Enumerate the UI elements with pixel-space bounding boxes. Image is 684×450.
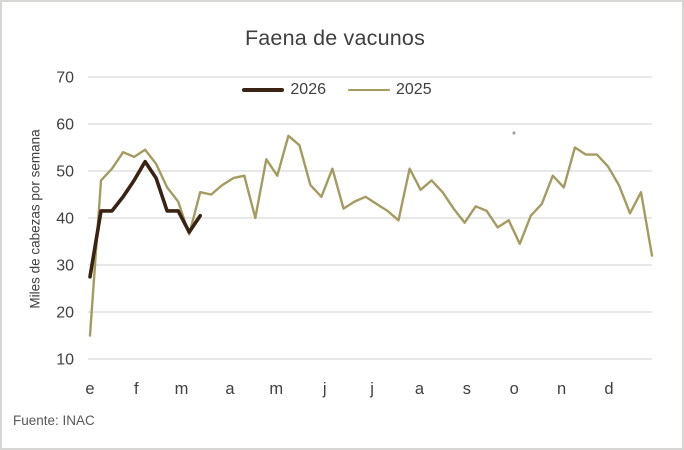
legend-line-swatch-2025	[348, 88, 390, 92]
x-tick-label-j-5: j	[322, 380, 327, 398]
x-tick-label-o-9: o	[510, 380, 519, 398]
y-tick-label: 50	[56, 164, 74, 181]
artifact-dot	[512, 131, 516, 135]
y-tick-label: 30	[56, 258, 74, 275]
x-tick-label-e-0: e	[85, 380, 94, 398]
chart-title: Faena de vacunos	[244, 26, 426, 50]
y-tick-label: 70	[56, 70, 74, 87]
legend-line-swatch-2026	[242, 88, 285, 92]
x-tick-label-a-3: a	[225, 380, 235, 398]
x-tick-label-m-4: m	[269, 380, 283, 398]
x-tick-label-a-7: a	[415, 380, 425, 398]
x-tick-label-j-6: j	[369, 380, 374, 398]
series-line-2026	[88, 159, 202, 279]
series-line-2025	[88, 134, 654, 337]
x-tick-label-n-10: n	[557, 380, 566, 398]
source-note: Fuente: INAC	[13, 413, 95, 428]
x-tick-label-d-11: d	[604, 380, 613, 398]
y-axis-title: Miles de cabezas por semana	[27, 129, 43, 309]
legend-label-2026: 2026	[290, 81, 326, 98]
legend-label-2025: 2025	[396, 81, 432, 98]
y-tick-label: 60	[56, 117, 74, 134]
y-tick-label: 40	[56, 211, 74, 228]
x-tick-label-m-2: m	[175, 380, 189, 398]
x-tick-label-s-8: s	[463, 380, 471, 398]
legend: 2026 2025	[2, 81, 672, 99]
y-tick-label: 20	[56, 305, 74, 322]
legend-item-2026: 2026	[242, 81, 326, 99]
legend-item-2025: 2025	[348, 81, 432, 99]
x-tick-label-f-1: f	[134, 380, 139, 398]
y-tick-label: 10	[56, 352, 74, 369]
